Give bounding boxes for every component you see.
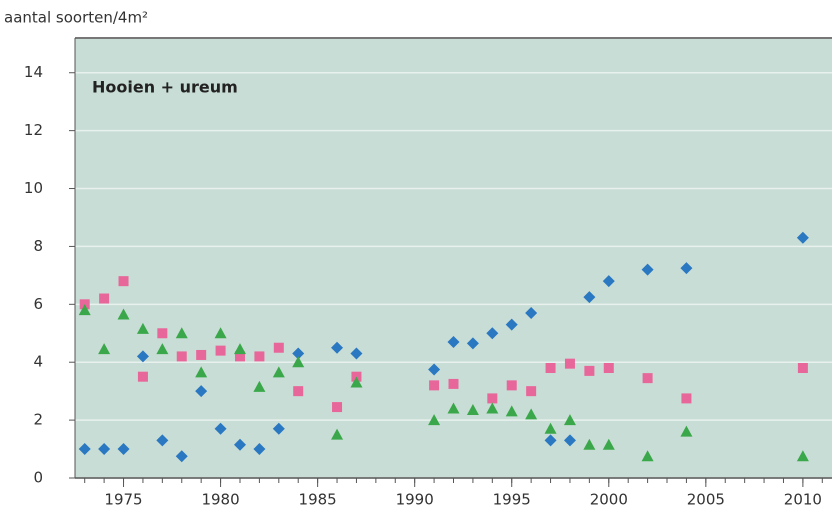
x-tick-label: 1985 (299, 491, 337, 509)
x-tick-label: 2010 (784, 491, 822, 509)
point (680, 262, 693, 275)
point (196, 349, 207, 360)
x-tick-label: 2005 (687, 491, 725, 509)
point (156, 343, 169, 355)
point (545, 363, 556, 373)
point (505, 318, 518, 331)
x-tick-label: 1995 (493, 491, 531, 509)
point (680, 425, 693, 437)
point (602, 438, 615, 450)
point (253, 443, 266, 456)
x-tick-label: 1980 (201, 491, 239, 509)
point (234, 351, 245, 362)
point (486, 327, 499, 340)
point (98, 443, 111, 456)
y-tick-label: 8 (33, 237, 43, 255)
point (136, 350, 149, 363)
point (98, 343, 111, 355)
y-tick-label: 4 (33, 353, 43, 371)
point (797, 363, 808, 373)
point (195, 385, 208, 398)
point (272, 366, 285, 378)
point (563, 414, 576, 426)
point (176, 351, 187, 362)
point (506, 380, 517, 391)
point (233, 438, 246, 451)
point (350, 347, 363, 360)
point (331, 428, 344, 440)
point (273, 342, 284, 353)
annotation: Hooien + ureum (92, 78, 238, 97)
point (292, 356, 305, 368)
point (796, 231, 809, 244)
point (293, 386, 304, 397)
point (448, 378, 459, 389)
y-tick-label: 6 (33, 295, 43, 313)
point (486, 402, 499, 414)
y-tick-label: 2 (33, 411, 43, 429)
point (292, 347, 305, 360)
point (117, 443, 130, 456)
point (253, 380, 266, 392)
point (603, 363, 614, 373)
point (563, 434, 576, 447)
point (642, 373, 653, 384)
point (466, 337, 479, 350)
point (175, 327, 188, 339)
point (564, 358, 575, 369)
point (796, 450, 809, 462)
point (332, 402, 343, 413)
point (214, 422, 227, 435)
point (525, 307, 538, 319)
y-tick-label: 10 (24, 179, 43, 197)
point (78, 443, 91, 456)
point (117, 308, 130, 320)
point (350, 376, 363, 388)
point (466, 403, 479, 415)
point (584, 365, 595, 376)
y-tick-label: 12 (24, 121, 43, 139)
point (487, 393, 498, 404)
point (681, 393, 692, 404)
point (447, 402, 460, 414)
x-tick-label: 1975 (104, 491, 142, 509)
point (118, 276, 129, 287)
point (583, 291, 596, 304)
point (428, 363, 441, 376)
point (602, 275, 615, 288)
y-axis-label: aantal soorten/4m² (4, 9, 148, 27)
x-tick-label: 1990 (396, 491, 434, 509)
x-tick-label: 2000 (590, 491, 628, 509)
point (525, 408, 538, 420)
point (641, 263, 654, 276)
y-tick-label: 14 (24, 63, 43, 81)
point (157, 328, 168, 339)
point (137, 371, 148, 382)
point (214, 327, 227, 339)
point (272, 422, 285, 435)
point (156, 434, 169, 447)
point (78, 304, 91, 316)
point (505, 405, 518, 417)
y-tick-label: 0 (33, 469, 43, 487)
point (429, 380, 440, 391)
point (428, 414, 441, 426)
point (526, 386, 537, 397)
point (195, 366, 208, 378)
point (215, 345, 226, 356)
point (233, 343, 246, 355)
point (175, 450, 188, 463)
point (544, 422, 557, 434)
point (583, 438, 596, 450)
point (641, 450, 654, 462)
point (136, 322, 149, 334)
point (544, 434, 557, 447)
point (331, 341, 344, 354)
point (254, 351, 265, 362)
point (99, 293, 110, 304)
point (447, 335, 460, 348)
